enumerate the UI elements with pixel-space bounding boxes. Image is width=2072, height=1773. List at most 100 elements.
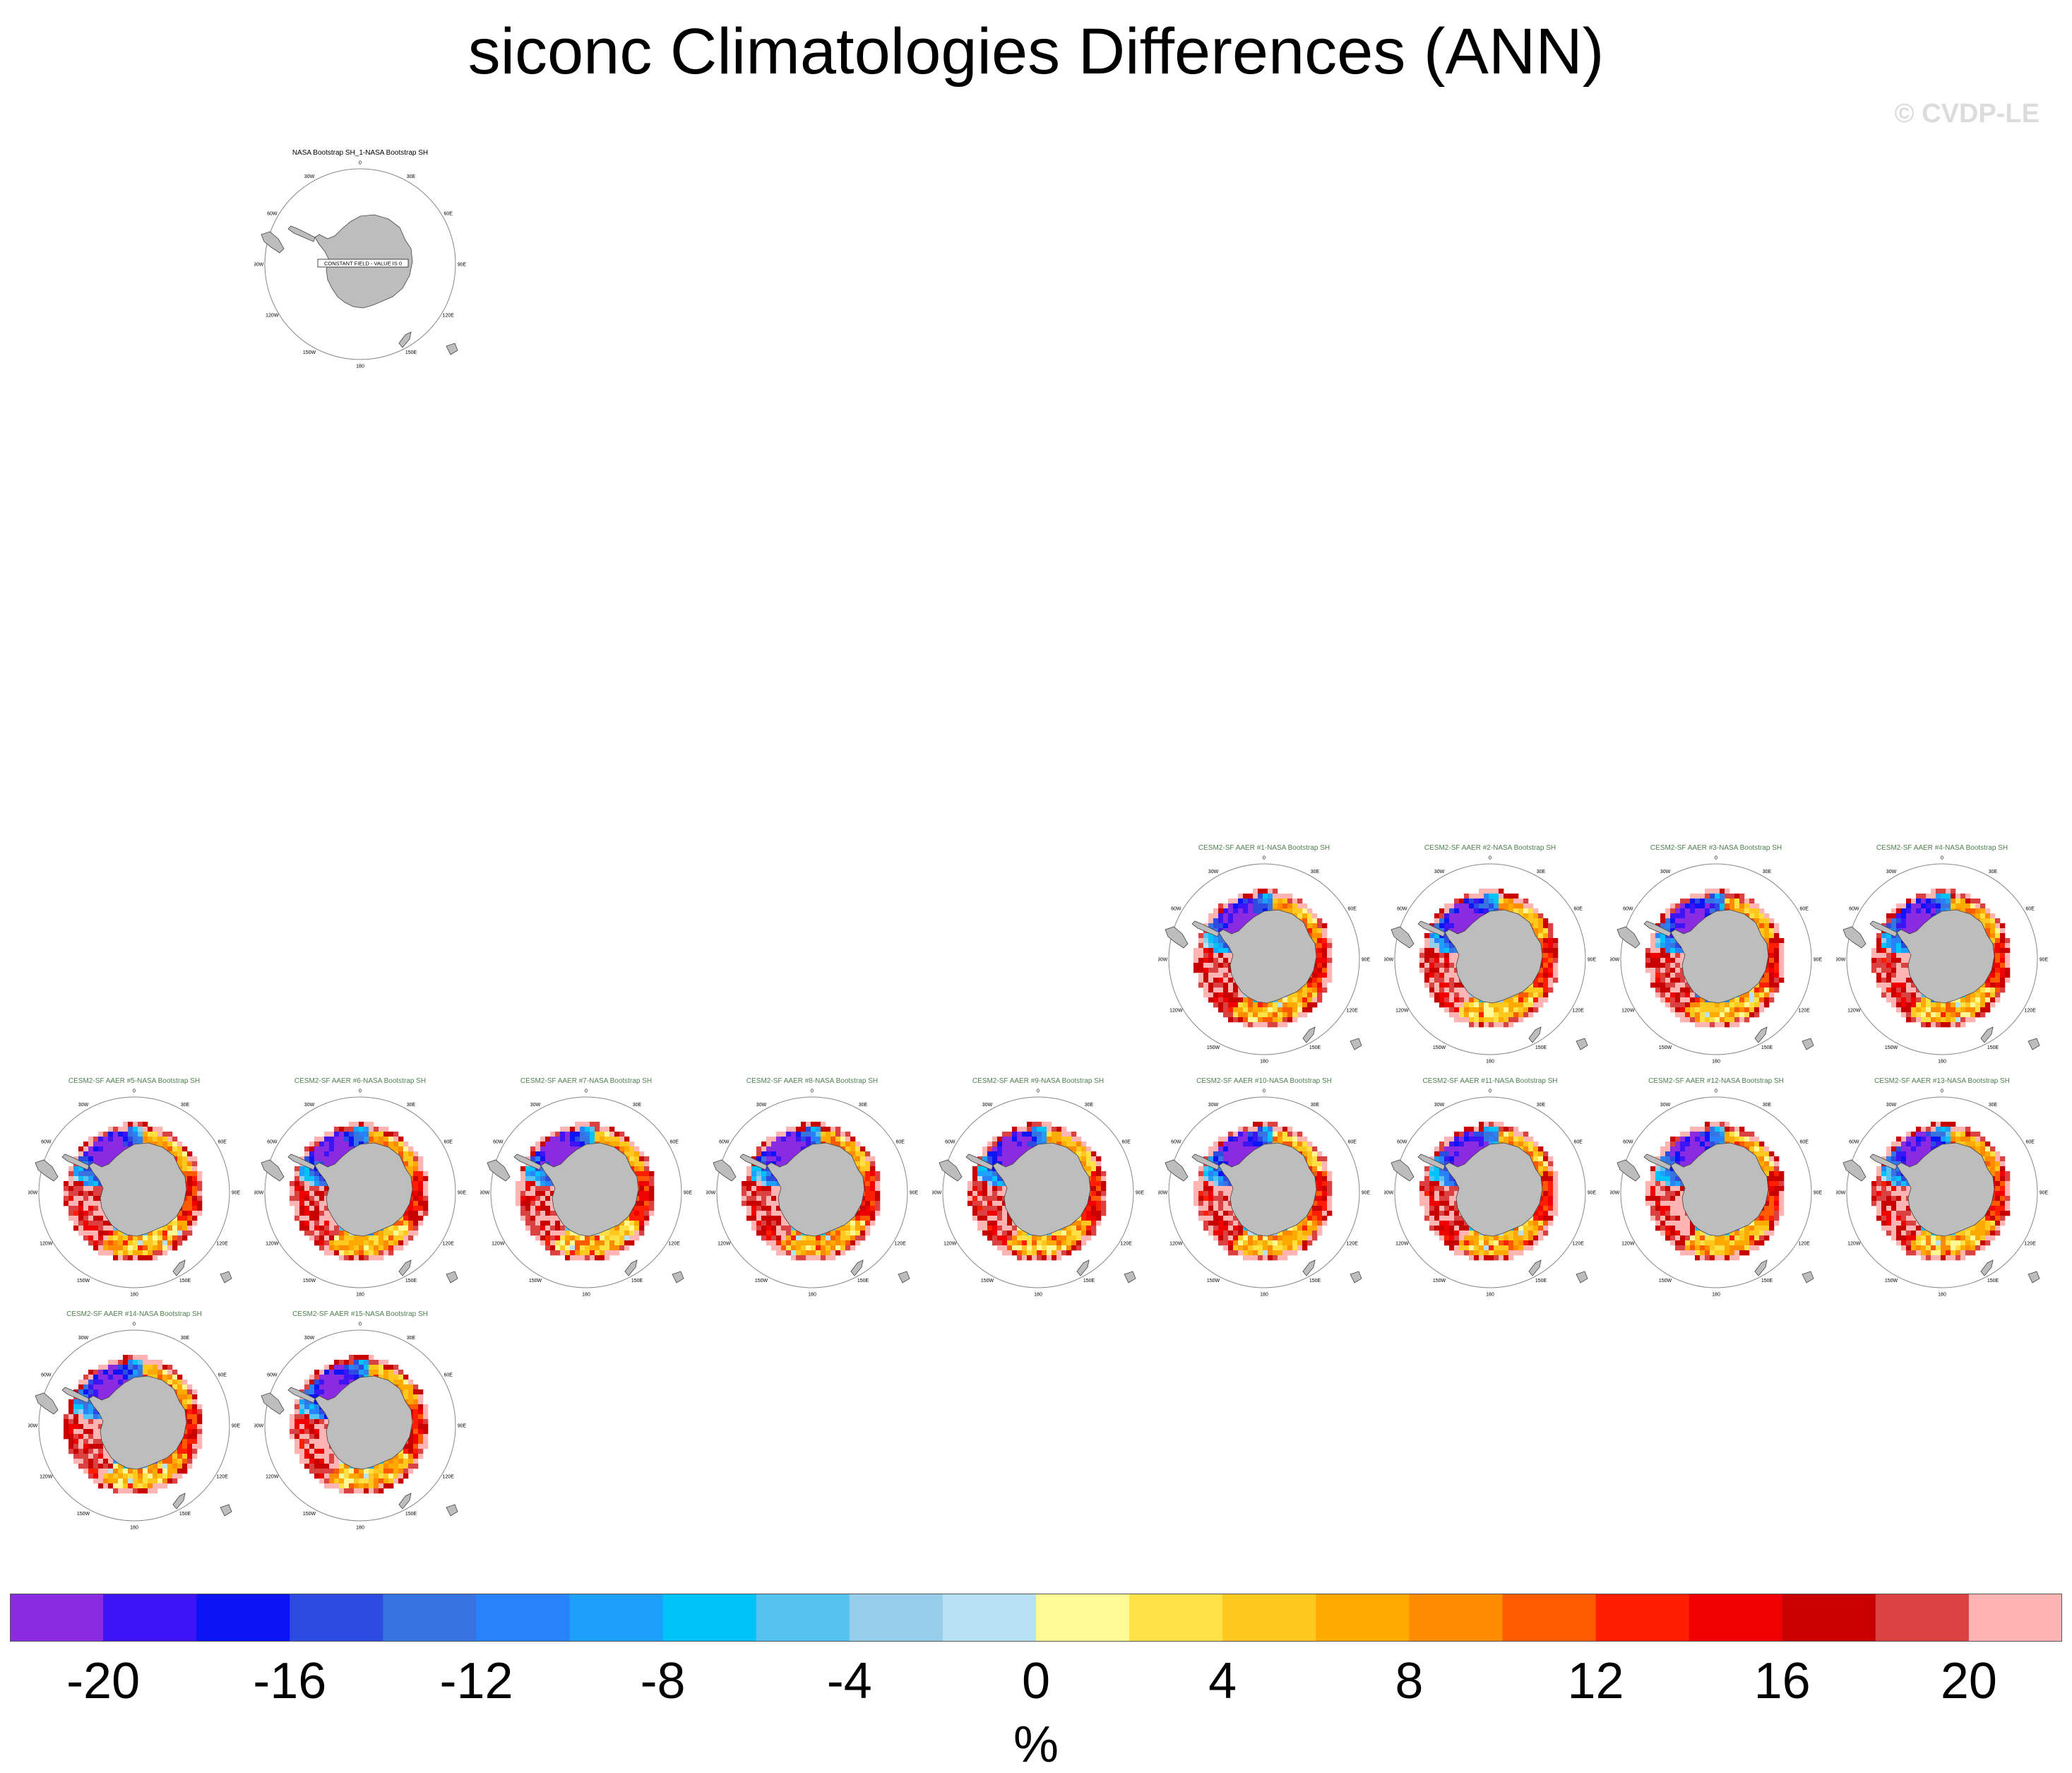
data-cell [1474,899,1479,903]
data-cell [1061,1231,1066,1235]
data-cell [1700,1017,1705,1022]
data-cell [187,1216,192,1221]
data-cell [98,1211,103,1216]
data-cell [746,1171,751,1176]
data-cell [1655,933,1660,938]
data-cell [1749,899,1754,903]
data-cell [1951,1017,1955,1022]
data-cell [1980,1012,1985,1017]
data-cell [1238,1132,1243,1137]
data-cell [530,1181,535,1186]
data-cell [1926,1007,1931,1012]
data-cell [2000,973,2005,978]
data-cell [1670,918,1675,923]
data-cell [1086,1156,1091,1161]
data-cell [1218,1007,1223,1012]
data-cell [781,1156,786,1161]
data-cell [540,1181,545,1186]
data-cell [1287,1017,1292,1022]
panel-title: NASA Bootstrap SH_1-NASA Bootstrap SH [254,148,466,158]
data-cell [1228,1007,1233,1012]
data-cell [982,1176,987,1181]
data-cell [1695,913,1700,918]
data-cell [1951,894,1955,899]
data-cell [78,1226,83,1231]
data-cell [408,1151,413,1156]
data-cell [629,1151,634,1156]
longitude-label: 90W [1384,958,1394,963]
data-cell [167,1142,172,1146]
data-cell [64,1191,69,1196]
data-cell [1710,1002,1715,1007]
data-cell [1101,1186,1106,1191]
data-cell [1208,948,1213,953]
longitude-label: 60E [895,1140,905,1145]
data-cell [128,1137,133,1142]
data-cell [1665,983,1670,988]
data-cell [1744,908,1749,913]
data-cell [1896,978,1901,983]
data-cell [1990,928,1995,933]
data-cell [766,1186,771,1191]
data-cell [1233,1012,1238,1017]
data-cell [1056,1255,1061,1260]
data-cell [1434,983,1439,988]
data-cell [1548,938,1553,943]
data-cell [987,1221,992,1226]
data-cell [1896,1007,1901,1012]
data-cell [1268,889,1273,894]
data-cell [1881,958,1886,963]
data-cell [69,1211,73,1216]
data-cell [1518,899,1523,903]
data-cell [113,1127,118,1132]
data-cell [1533,1007,1538,1012]
data-cell [1439,973,1444,978]
data-cell [1744,997,1749,1002]
data-cell [1675,968,1680,973]
data-cell [1764,983,1769,988]
data-cell [865,1191,870,1196]
data-cell [796,1255,801,1260]
data-cell [1705,1022,1710,1027]
data-cell [1975,992,1980,997]
data-cell [1705,894,1710,899]
data-cell [796,1132,801,1137]
data-cell [1218,903,1223,908]
data-cell [1655,943,1660,948]
data-cell [334,1245,339,1250]
data-cell [1032,1132,1037,1137]
data-cell [1312,913,1317,918]
data-cell [78,1186,83,1191]
data-cell [1017,1132,1022,1137]
data-cell [93,1186,98,1191]
data-cell [1518,908,1523,913]
data-cell [766,1211,771,1216]
longitude-label: 0 [359,1089,362,1094]
data-cell [88,1211,93,1216]
data-cell [1523,908,1528,913]
data-cell [761,1156,766,1161]
data-cell [1213,963,1218,968]
data-cell [1238,1007,1243,1012]
data-cell [1921,908,1926,913]
longitude-label: 180 [356,1293,364,1298]
data-cell [1258,1127,1263,1132]
data-cell [403,1146,408,1151]
data-cell [1233,923,1238,928]
data-cell [299,1171,304,1176]
data-cell [1429,988,1434,992]
data-cell [1769,953,1774,958]
data-cell [634,1156,639,1161]
data-cell [1464,1017,1469,1022]
data-cell [344,1255,349,1260]
data-cell [1675,983,1680,988]
data-cell [1970,1007,1975,1012]
data-cell [1779,968,1784,973]
data-cell [1970,903,1975,908]
data-cell [1779,943,1784,948]
data-cell [1263,899,1268,903]
data-cell [2000,953,2005,958]
data-cell [197,1176,202,1181]
data-cell [1287,894,1292,899]
data-cell [1720,894,1725,899]
